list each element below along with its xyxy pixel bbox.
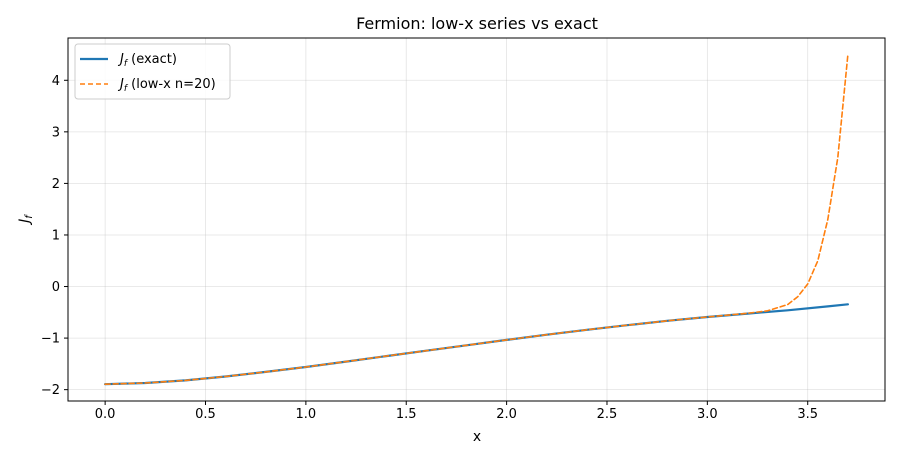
x-tick-label: 2.0 xyxy=(496,407,517,422)
legend-label-exact: Jf (exact) xyxy=(117,52,177,69)
chart-title: Fermion: low-x series vs exact xyxy=(356,14,598,33)
y-tick-label: −2 xyxy=(41,383,60,398)
x-tick-label: 1.0 xyxy=(296,407,317,422)
tick-layer: 0.0 0.5 1.0 1.5 2.0 2.5 3.0 3.5 −2 −1 0 1 2 3 4 xyxy=(41,74,818,422)
y-tick-label: 0 xyxy=(52,280,60,295)
y-tick-label: 1 xyxy=(52,228,60,243)
x-tick-label: 3.0 xyxy=(697,407,718,422)
y-tick-label: 2 xyxy=(52,177,60,192)
y-axis-label: Jf xyxy=(17,214,35,226)
y-tick-label: 4 xyxy=(52,74,60,89)
x-tick-label: 3.5 xyxy=(797,407,818,422)
y-tick-label: 3 xyxy=(52,125,60,140)
x-tick-label: 0.0 xyxy=(95,407,116,422)
x-tick-label: 0.5 xyxy=(195,407,216,422)
series-layer xyxy=(103,53,850,386)
plot-frame xyxy=(67,37,886,402)
legend-box xyxy=(74,43,231,100)
legend-label-lowx: Jf (low-x n=20) xyxy=(117,77,216,94)
y-tick-label: −1 xyxy=(41,332,60,347)
series-line-lowx xyxy=(104,53,849,386)
x-tick-label: 2.5 xyxy=(597,407,618,422)
legend: Jf (exact) Jf (low-x n=20) xyxy=(74,43,231,100)
x-tick-label: 1.5 xyxy=(396,407,417,422)
x-axis-label: x xyxy=(473,429,481,445)
grid-layer xyxy=(68,38,885,401)
